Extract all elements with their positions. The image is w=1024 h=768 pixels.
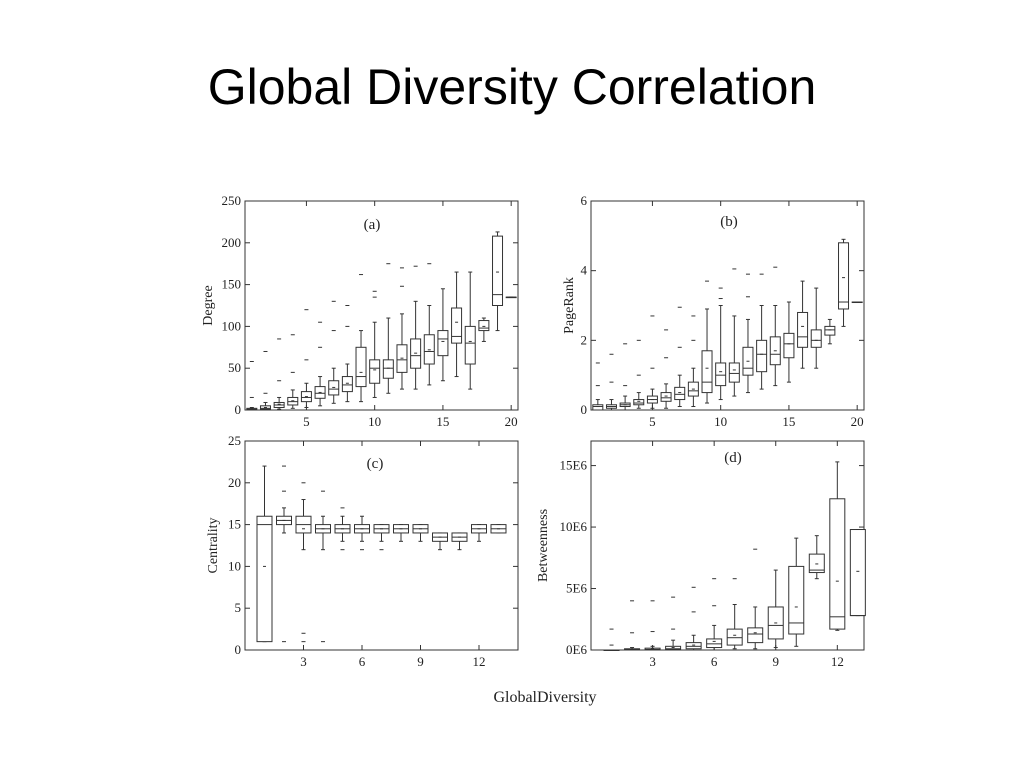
box (701, 350, 713, 394)
box (788, 565, 805, 635)
box (715, 362, 727, 387)
plot-frame (590, 200, 865, 411)
y-tick-label: 20 (228, 475, 241, 490)
global-x-axis-label: GlobalDiversity (493, 689, 596, 706)
x-tick-label: 6 (359, 654, 366, 669)
x-tick-label: 12 (831, 654, 844, 669)
y-axis-label: Betweenness (536, 509, 551, 582)
panel-label: (b) (720, 214, 738, 230)
x-tick-label: 9 (417, 654, 424, 669)
box (592, 404, 604, 411)
x-tick-label: 15 (436, 414, 449, 429)
y-tick-label: 6 (581, 193, 588, 208)
box (256, 515, 273, 643)
panel-b-pagerank: 5 10 15 20 0 2 4 6 PageRank (b) (562, 193, 865, 429)
box (633, 399, 645, 406)
box (783, 332, 795, 359)
plot-frame (590, 440, 865, 651)
box (478, 320, 490, 332)
x-tick-label: 3 (300, 654, 307, 669)
y-tick-label: 50 (228, 360, 241, 375)
box (797, 311, 809, 348)
y-tick-label: 15E6 (560, 458, 588, 473)
panel-label: (d) (724, 450, 742, 466)
panel-label: (a) (364, 217, 381, 233)
slide-title: Global Diversity Correlation (207, 59, 817, 115)
y-tick-label: 4 (581, 263, 588, 278)
x-tick-label: 10 (714, 414, 727, 429)
y-tick-label: 25 (228, 433, 241, 448)
y-tick-label: 0 (235, 642, 242, 657)
box (685, 642, 702, 650)
x-tick-label: 9 (772, 654, 779, 669)
x-tick-label: 10 (368, 414, 381, 429)
box (810, 329, 822, 348)
box (706, 638, 723, 649)
y-axis-label: PageRank (562, 277, 577, 334)
box (451, 307, 463, 344)
y-tick-label: 200 (222, 235, 242, 250)
box (726, 628, 743, 646)
box (747, 627, 764, 644)
y-tick-label: 5 (235, 600, 242, 615)
x-tick-label: 20 (851, 414, 864, 429)
box (437, 330, 449, 357)
y-axis-label: Degree (201, 285, 216, 325)
x-tick-label: 6 (711, 654, 718, 669)
box (341, 376, 353, 393)
y-tick-label: 150 (222, 277, 242, 292)
plot-frame (244, 440, 519, 651)
box (492, 235, 504, 306)
y-tick-label: 5E6 (566, 581, 587, 596)
y-tick-label: 0 (581, 402, 588, 417)
y-tick-label: 2 (581, 332, 588, 347)
box (728, 362, 740, 383)
x-tick-label: 12 (473, 654, 486, 669)
y-tick-label: 0 (235, 402, 242, 417)
x-tick-label: 5 (303, 414, 310, 429)
box (355, 346, 367, 388)
box (849, 529, 866, 617)
x-tick-label: 5 (649, 414, 656, 429)
x-tick-label: 15 (782, 414, 795, 429)
box (464, 325, 476, 365)
y-tick-label: 250 (222, 193, 242, 208)
box (369, 359, 381, 384)
panel-c-centrality: 3 6 9 12 0 5 10 15 20 25 Centrality (c) (206, 433, 519, 669)
panel-d-betweenness: 3 6 9 12 0E6 5E6 10E6 15E6 Betweenness (d) (536, 440, 866, 669)
box (756, 339, 768, 373)
y-tick-label: 10 (228, 558, 241, 573)
plot-frame (244, 200, 519, 411)
x-tick-label: 3 (649, 654, 656, 669)
box (382, 359, 394, 379)
panel-label: (c) (367, 456, 384, 472)
box (829, 498, 846, 630)
y-tick-label: 10E6 (560, 519, 588, 534)
y-tick-label: 15 (228, 517, 241, 532)
box (838, 242, 850, 310)
box (674, 386, 686, 401)
y-tick-label: 100 (222, 318, 242, 333)
box (660, 392, 672, 402)
x-tick-label: 20 (505, 414, 518, 429)
y-axis-label: Centrality (206, 518, 221, 574)
box (824, 325, 836, 336)
box (808, 553, 825, 574)
y-tick-label: 0E6 (566, 642, 587, 657)
